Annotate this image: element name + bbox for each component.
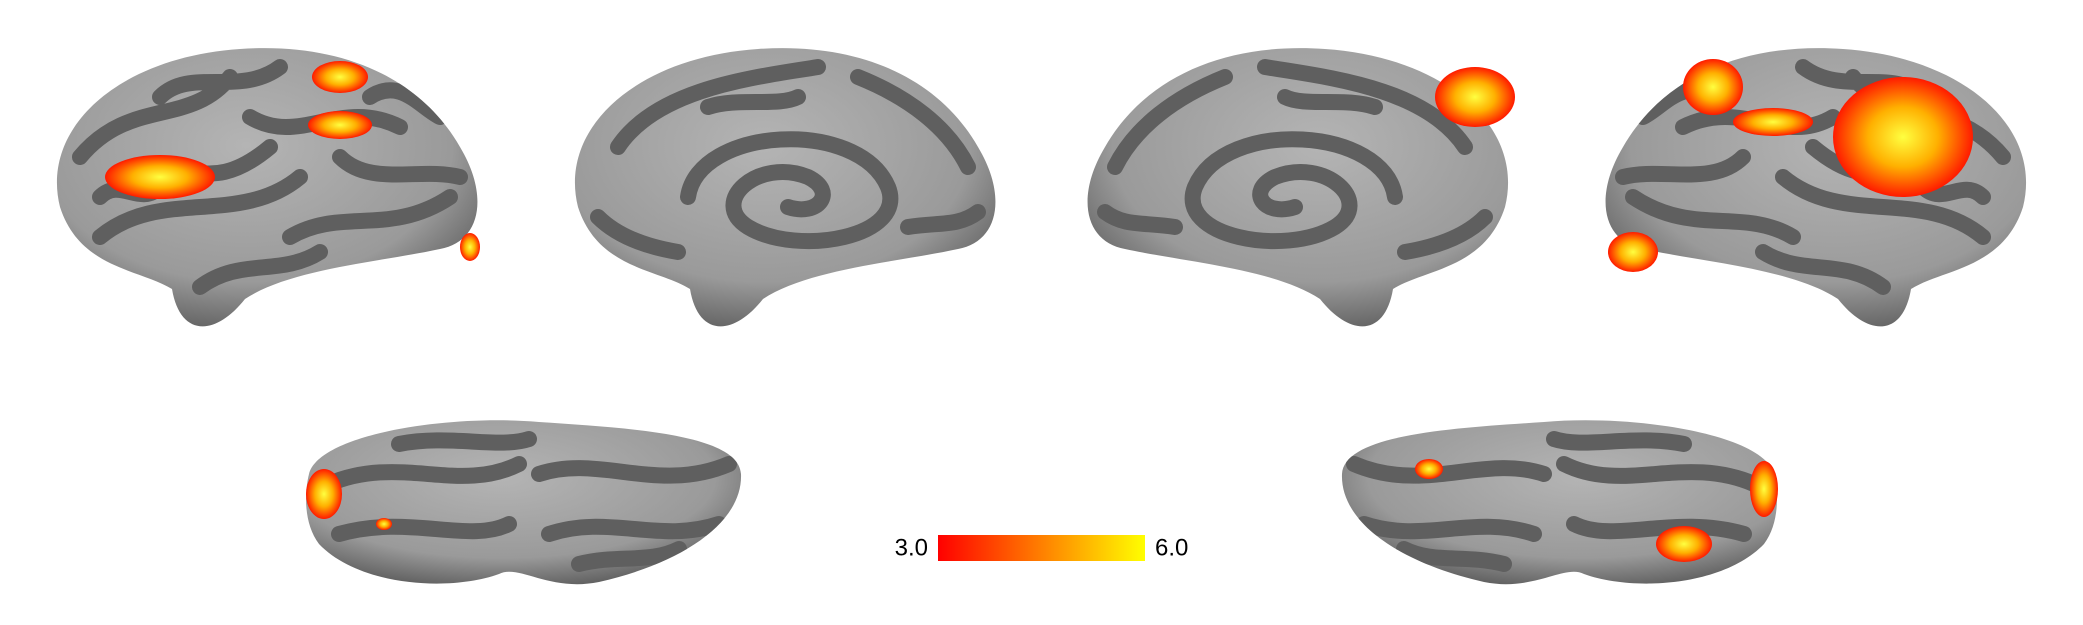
brain-right-ventral — [1342, 420, 1778, 584]
brain-left-lateral — [57, 48, 480, 326]
brain-right-lateral — [1606, 48, 2027, 326]
brain-left-medial — [575, 48, 996, 326]
brain-right-medial — [1088, 48, 1515, 326]
colorbar-label: 6.0 — [1155, 534, 1188, 561]
colorbar-bar — [938, 535, 1145, 561]
colorbar-label: 3.0 — [895, 534, 928, 561]
colorbar: 3.0 6.0 — [895, 534, 1189, 561]
brain-left-ventral — [306, 420, 741, 584]
